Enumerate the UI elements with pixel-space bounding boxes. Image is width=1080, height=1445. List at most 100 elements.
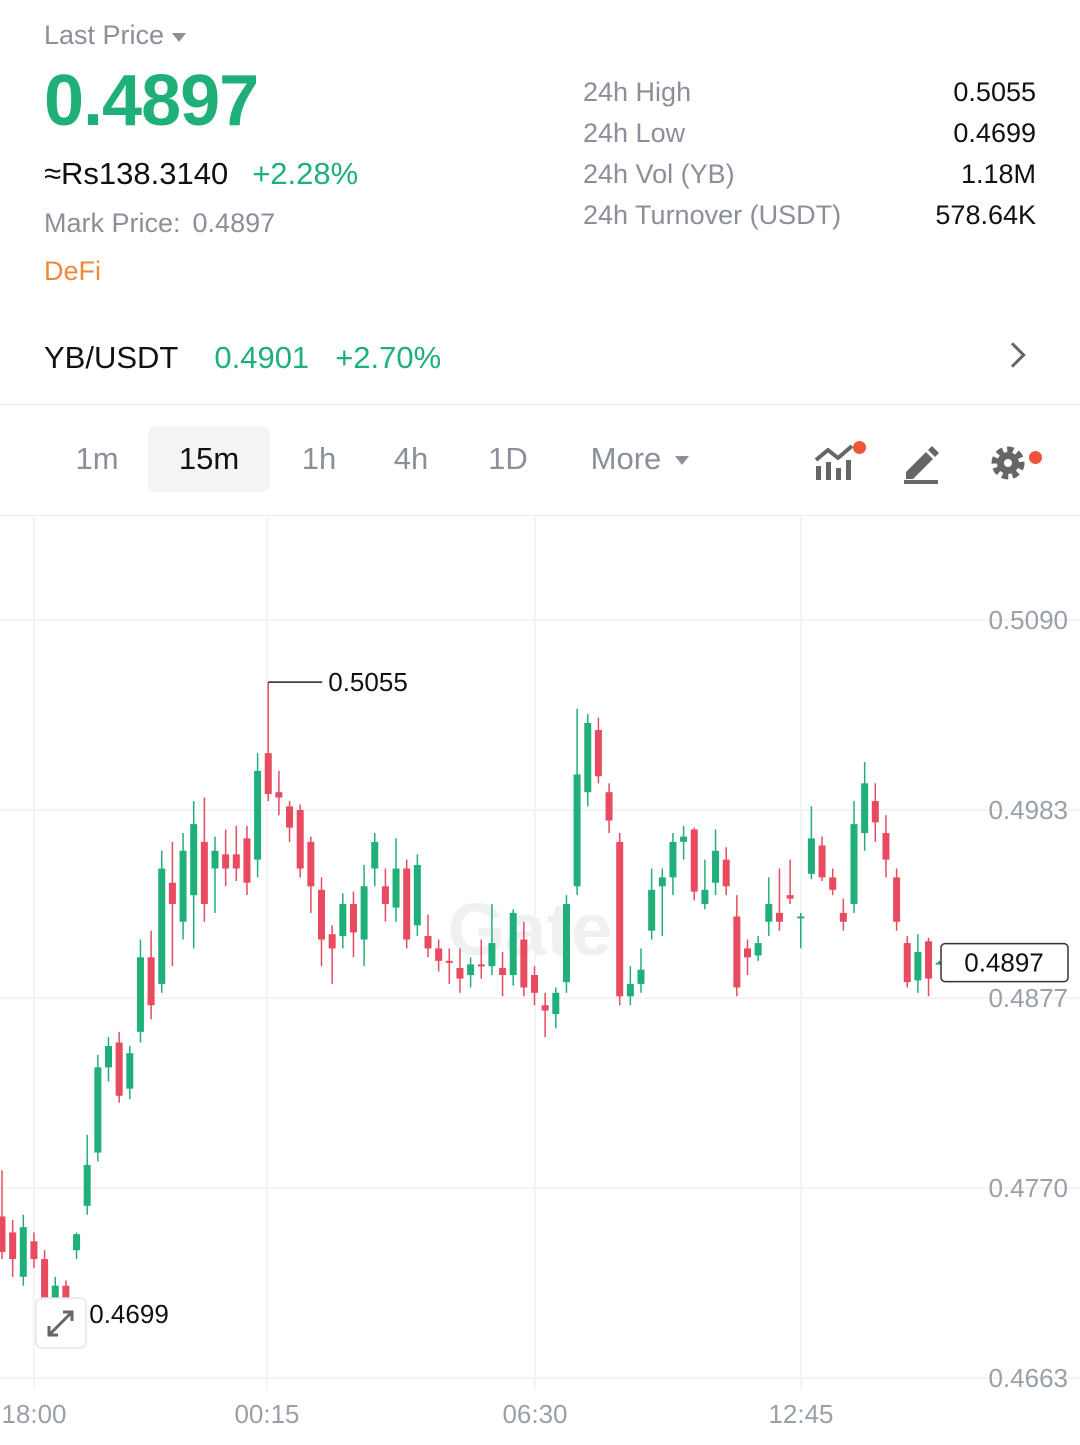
candle-body <box>573 774 581 887</box>
candle-body <box>541 1005 549 1011</box>
last-price-selector[interactable]: Last Price <box>44 20 187 51</box>
candle-body <box>626 983 634 997</box>
candle-body <box>0 1216 6 1252</box>
candle <box>136 939 144 1043</box>
candle-body <box>648 889 656 931</box>
candle-body <box>807 838 815 874</box>
pair-row[interactable]: YB/USDT 0.4901 +2.70% <box>44 340 1036 376</box>
y-tick-label: 0.4663 <box>988 1363 1068 1393</box>
candle-body <box>158 868 166 984</box>
mark-price-value: 0.4897 <box>192 208 276 238</box>
candlestick-chart[interactable]: Gate 0.5090 0.4983 0.4877 0.4770 0.4663 … <box>0 515 1080 1445</box>
candle-body <box>190 824 198 896</box>
candle <box>349 891 357 958</box>
chart-canvas[interactable]: Gate 0.5090 0.4983 0.4877 0.4770 0.4663 … <box>0 515 1080 1445</box>
candle-body <box>744 948 751 958</box>
candle-body <box>381 886 389 905</box>
candle <box>562 895 570 993</box>
candle <box>499 951 507 997</box>
candle-body <box>499 967 507 976</box>
candle <box>658 868 666 936</box>
candle-body <box>765 904 773 922</box>
settings-button[interactable] <box>984 436 1042 486</box>
candle <box>829 868 837 896</box>
candle <box>605 783 613 834</box>
current-price-box <box>940 942 1069 983</box>
draw-button[interactable] <box>898 436 948 486</box>
y-tick-label: 0.4770 <box>988 1173 1068 1203</box>
stat-value: 1.18M <box>960 159 1036 189</box>
tab-15m[interactable]: 15m <box>148 426 270 492</box>
candle <box>797 912 805 949</box>
candle-body <box>733 916 741 988</box>
x-axis-labels: 18:00 00:15 06:30 12:45 <box>1 1399 833 1429</box>
divider <box>0 515 1080 516</box>
settings-icon <box>991 446 1025 480</box>
candle-body <box>83 1164 91 1206</box>
candle-body <box>616 841 624 997</box>
candle-body <box>371 841 379 869</box>
candle-body <box>669 841 677 878</box>
tab-1m[interactable]: 1m <box>75 441 119 476</box>
candle-body <box>73 1234 81 1251</box>
watermark: Gate <box>448 888 613 971</box>
candle <box>594 717 602 784</box>
candle <box>318 877 325 967</box>
candle-body <box>126 1053 134 1089</box>
category-tag[interactable]: DeFi <box>44 256 102 286</box>
tab-more[interactable]: More <box>580 426 700 492</box>
candle-body <box>403 868 411 940</box>
candle <box>775 868 783 931</box>
candle <box>712 829 720 896</box>
candle <box>722 847 730 896</box>
candle <box>531 966 538 1006</box>
candle-body <box>254 770 262 860</box>
stat-value: 578.64K <box>935 200 1036 230</box>
y-tick-label: 0.4877 <box>988 983 1068 1013</box>
candle <box>520 921 528 997</box>
more-label: More <box>590 441 662 476</box>
candle <box>105 1037 112 1082</box>
tab-1d[interactable]: 1D <box>488 441 528 476</box>
candle <box>30 1232 38 1268</box>
candle <box>871 783 879 842</box>
indicators-button[interactable] <box>812 436 866 486</box>
candle <box>541 992 549 1038</box>
candle-body <box>179 850 187 922</box>
candle <box>158 850 166 993</box>
candle-body <box>339 904 347 936</box>
candle <box>786 859 794 905</box>
stat-row-high: 24h High 0.5055 <box>583 72 1036 113</box>
draw-icon <box>904 446 939 484</box>
candle-body <box>680 836 688 842</box>
candle-body <box>211 850 219 869</box>
candle-body <box>861 783 869 834</box>
candle-body <box>562 904 570 983</box>
candle <box>680 825 688 860</box>
candle <box>190 801 198 949</box>
candle-body <box>41 1259 49 1299</box>
candle <box>168 841 176 967</box>
candle <box>584 714 592 807</box>
candle <box>9 1220 17 1277</box>
candle-body <box>818 845 826 878</box>
candle-body <box>413 864 421 926</box>
candle-body <box>318 889 325 940</box>
candle-body <box>797 916 805 919</box>
candle <box>488 904 496 976</box>
candle-body <box>62 1285 70 1304</box>
candle <box>424 914 432 958</box>
candle-body <box>243 838 251 883</box>
x-tick-label: 18:00 <box>1 1399 66 1429</box>
candle-body <box>488 943 496 967</box>
x-tick-label: 12:45 <box>768 1399 833 1429</box>
candle-body <box>786 895 794 899</box>
chevron-right-icon[interactable] <box>1000 342 1026 368</box>
tab-4h[interactable]: 4h <box>393 441 429 476</box>
tab-1h[interactable]: 1h <box>301 441 337 476</box>
fullscreen-button[interactable] <box>35 1297 87 1349</box>
change-percent: +2.28% <box>252 156 359 191</box>
candle <box>179 833 187 940</box>
candle-body <box>925 941 933 979</box>
stat-label: 24h Turnover (USDT) <box>583 200 842 230</box>
